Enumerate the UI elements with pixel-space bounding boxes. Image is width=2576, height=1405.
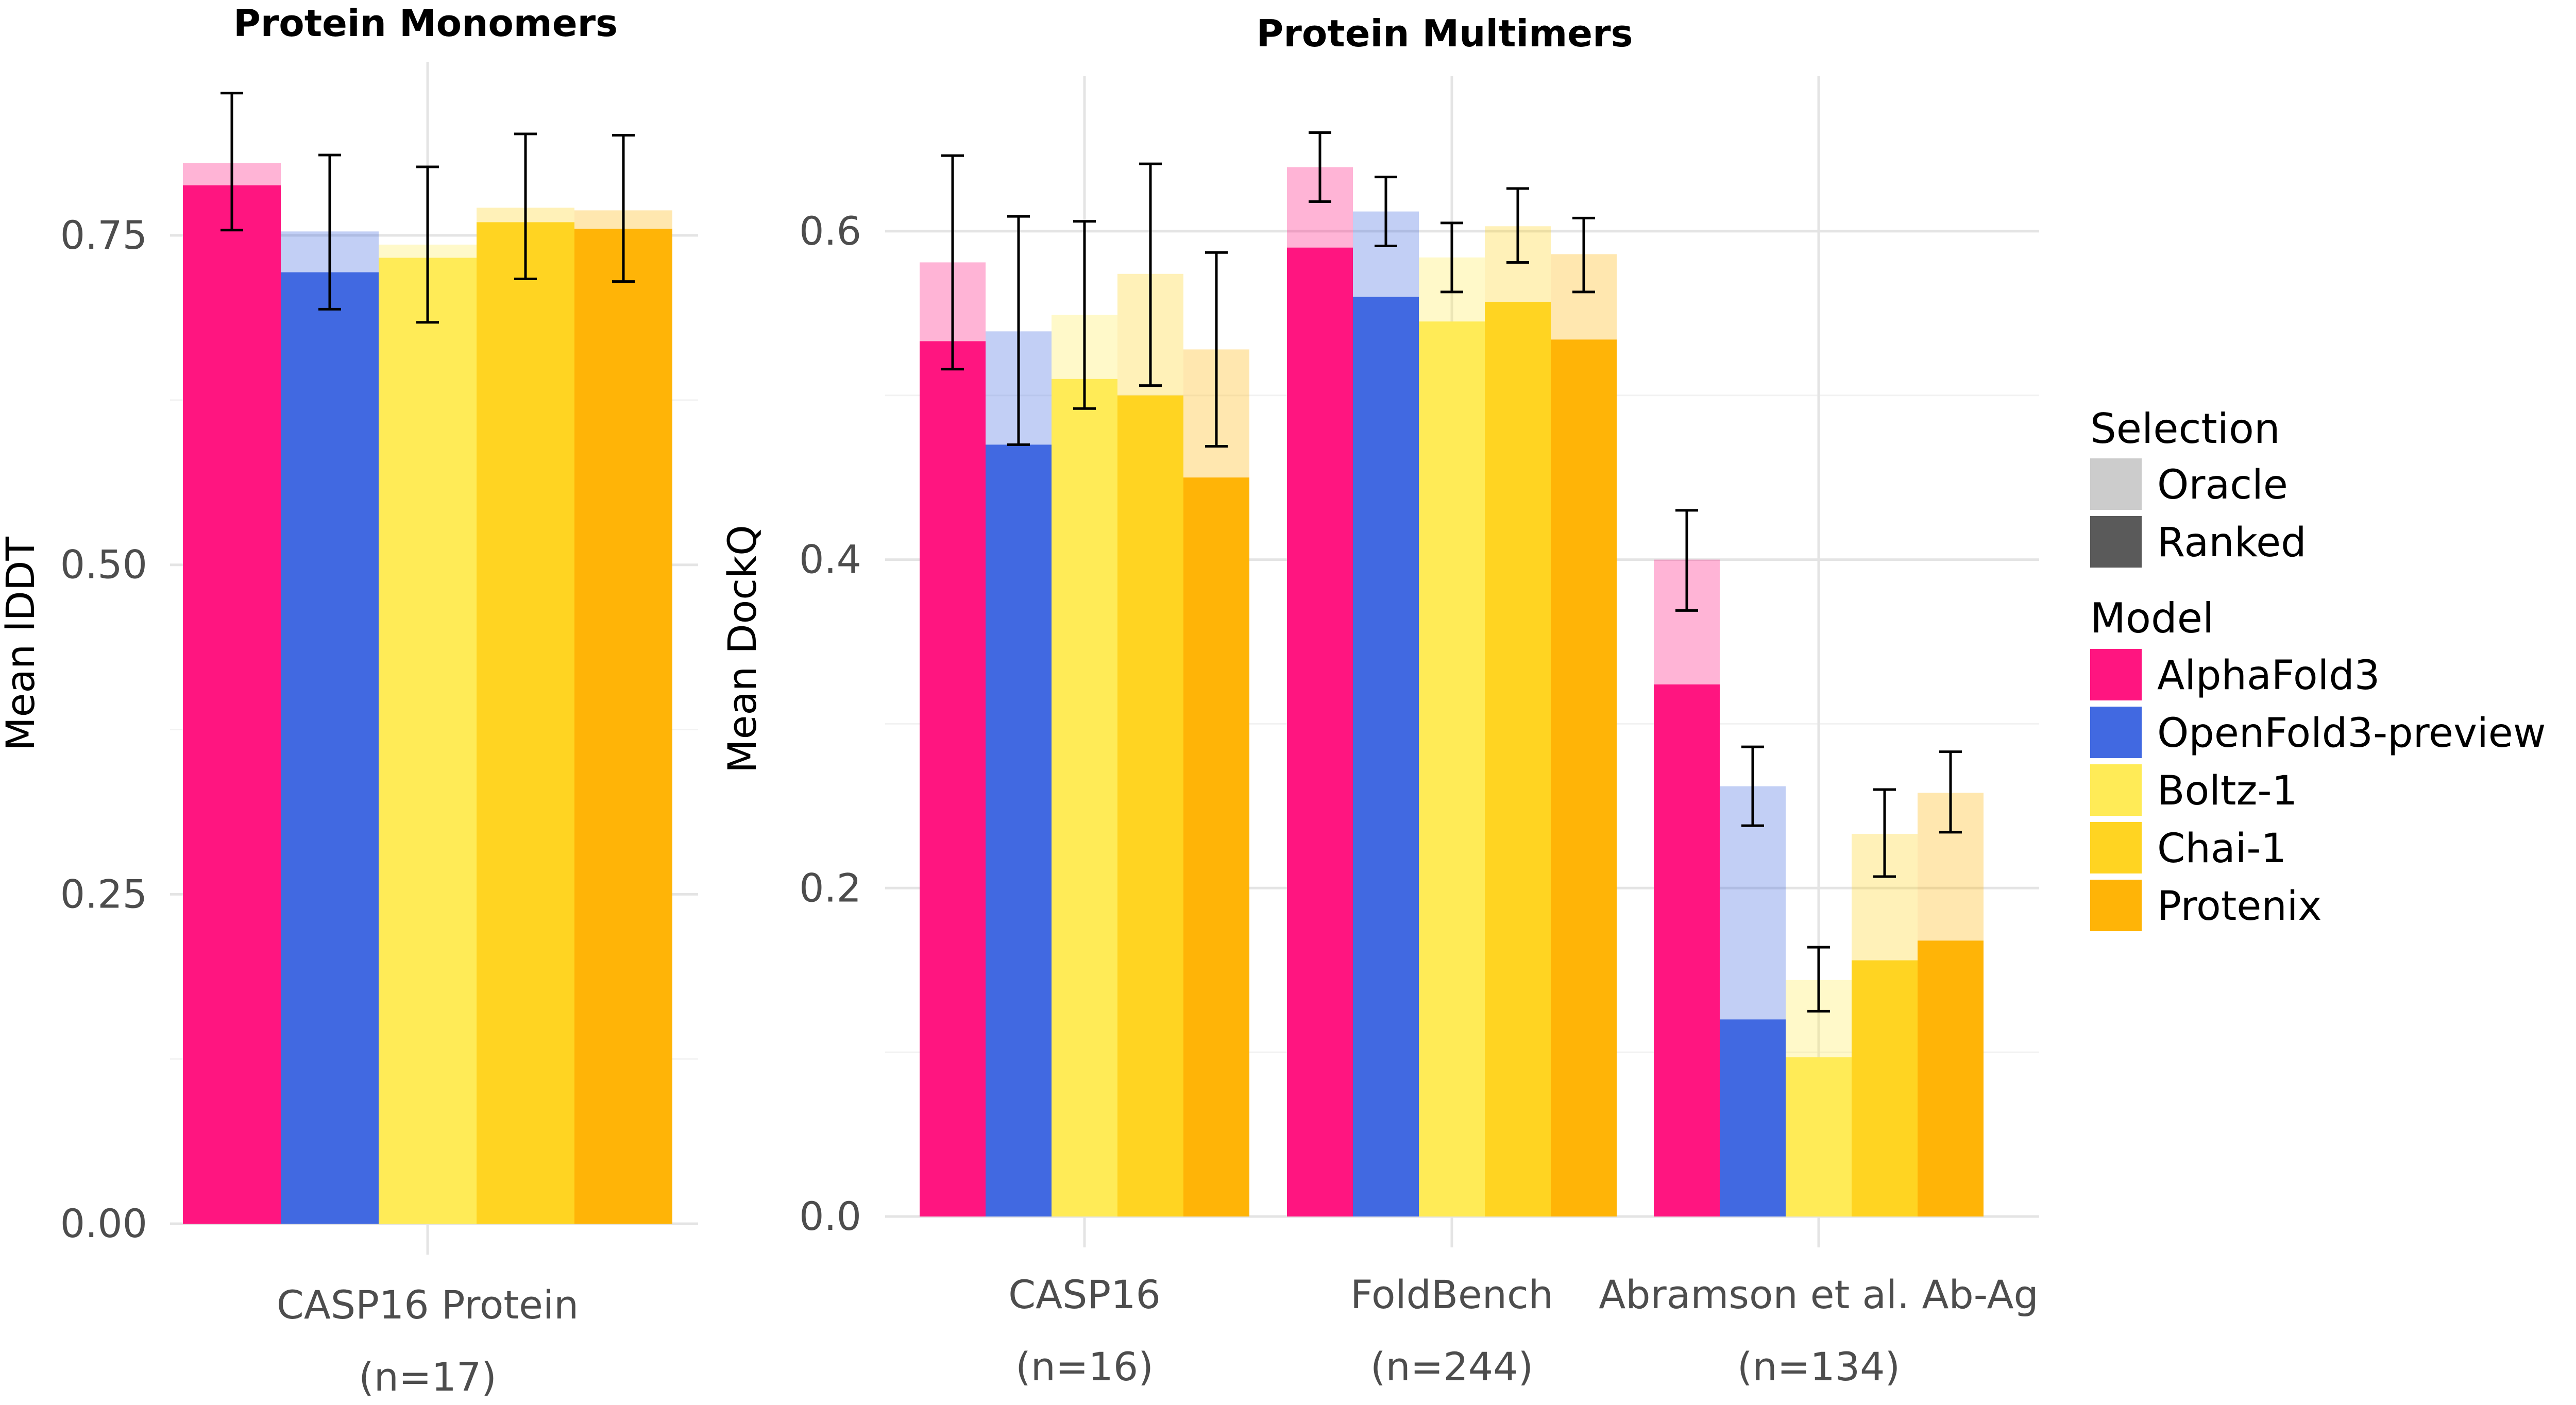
bar-ranked xyxy=(1485,301,1551,1216)
bar-ranked xyxy=(477,222,574,1224)
x-tick-count: (n=244) xyxy=(1370,1344,1533,1390)
bar-ranked xyxy=(1117,395,1183,1216)
bar-ranked xyxy=(1852,960,1918,1216)
x-tick-label: CASP16 xyxy=(1008,1272,1161,1317)
y-tick-label: 0.00 xyxy=(60,1201,147,1246)
panel-multimers: 0.0 0.2 0.4 0.6 CASP16 (n=16) FoldBench (n=244… xyxy=(719,12,2039,1390)
legend-key-model xyxy=(2090,880,2142,931)
bar-ranked xyxy=(1654,684,1720,1216)
y-tick-label: 0.4 xyxy=(799,537,861,582)
legend-selection-title: Selection xyxy=(2090,405,2280,453)
bar-ranked xyxy=(1287,247,1353,1216)
bar-ranked xyxy=(1183,477,1249,1217)
x-tick-count: (n=17) xyxy=(359,1354,497,1400)
y-tick-label: 0.6 xyxy=(799,208,861,254)
legend-key-model xyxy=(2090,822,2142,873)
panel-title-monomers: Protein Monomers xyxy=(233,2,618,45)
y-axis-title-monomers: Mean lDDT xyxy=(0,537,43,751)
legend-label: OpenFold3-preview xyxy=(2157,710,2546,757)
legend-label: Protenix xyxy=(2157,883,2322,930)
bar-ranked xyxy=(1419,321,1485,1217)
bar-ranked xyxy=(920,341,986,1216)
bar-ranked xyxy=(1918,940,1984,1216)
bar-ranked xyxy=(183,185,281,1224)
y-axis-title-multimers: Mean DockQ xyxy=(719,525,765,773)
legend: Selection Oracle Ranked Model AlphaFold3 O… xyxy=(2090,405,2546,931)
legend-key-ranked xyxy=(2090,516,2142,568)
legend-label: Boltz-1 xyxy=(2157,768,2297,814)
bar-ranked xyxy=(1353,297,1419,1216)
y-tick-label: 0.50 xyxy=(60,542,147,588)
bar-ranked xyxy=(986,444,1052,1217)
legend-label: Ranked xyxy=(2157,520,2307,566)
bar-ranked xyxy=(379,258,477,1224)
legend-label: Chai-1 xyxy=(2157,826,2286,872)
x-tick-count: (n=16) xyxy=(1015,1344,1154,1390)
legend-model-title: Model xyxy=(2090,594,2214,642)
legend-key-model xyxy=(2090,764,2142,816)
legend-label: Oracle xyxy=(2157,462,2288,508)
x-tick-label: Abramson et al. Ab-Ag xyxy=(1599,1272,2038,1317)
panel-monomers: 0.00 0.25 0.50 0.75 CASP16 Protein (n=17) Pr… xyxy=(0,2,698,1400)
legend-key-model xyxy=(2090,707,2142,758)
bar-ranked xyxy=(281,272,379,1224)
x-tick-label: CASP16 Protein xyxy=(277,1282,579,1328)
panel-title-multimers: Protein Multimers xyxy=(1257,12,1633,55)
y-tick-label: 0.25 xyxy=(60,871,147,917)
x-tick-count: (n=134) xyxy=(1737,1344,1900,1390)
legend-key-model xyxy=(2090,649,2142,700)
bar-ranked xyxy=(1720,1019,1786,1216)
x-tick-label: FoldBench xyxy=(1350,1272,1553,1317)
legend-label: AlphaFold3 xyxy=(2157,653,2380,699)
y-tick-label: 0.2 xyxy=(799,865,861,911)
bar-ranked xyxy=(1786,1057,1852,1216)
bar-ranked xyxy=(574,229,672,1224)
y-tick-label: 0.0 xyxy=(799,1193,861,1239)
bar-ranked xyxy=(1551,339,1617,1216)
y-tick-label: 0.75 xyxy=(60,212,147,258)
legend-key-oracle xyxy=(2090,458,2142,510)
bar-ranked xyxy=(1052,379,1117,1216)
